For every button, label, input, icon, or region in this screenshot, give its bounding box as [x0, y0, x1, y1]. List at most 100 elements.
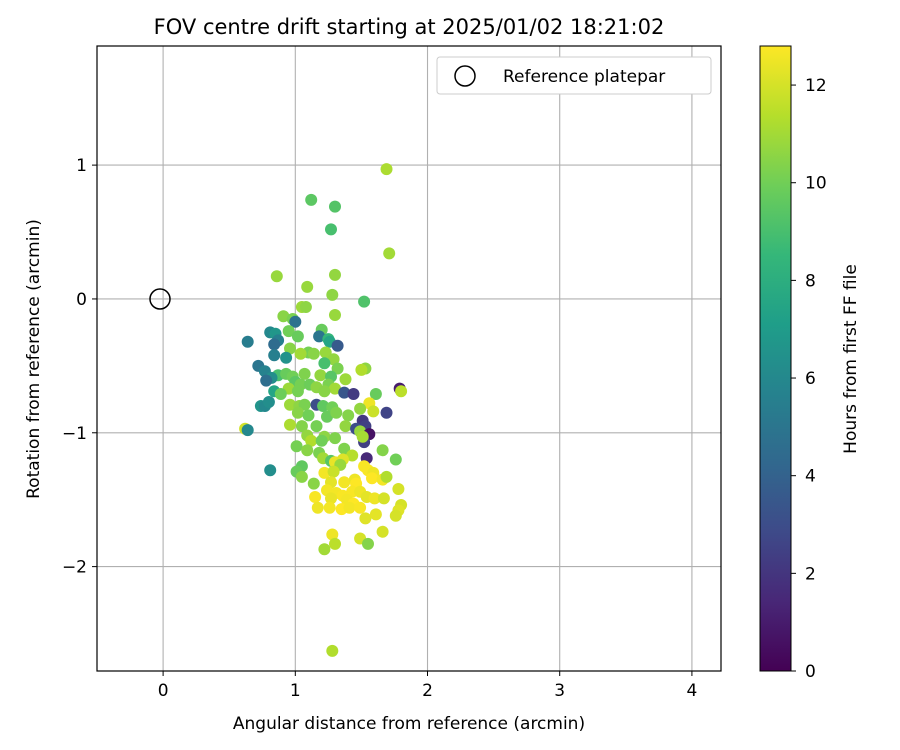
data-point	[326, 288, 339, 301]
data-point	[329, 432, 341, 445]
data-point	[284, 398, 296, 411]
data-point	[330, 406, 343, 419]
x-axis-label: Angular distance from reference (arcmin)	[233, 714, 585, 734]
data-point	[327, 465, 340, 478]
data-point	[268, 338, 281, 351]
data-point	[354, 501, 367, 514]
data-point	[327, 353, 340, 366]
data-point	[346, 449, 359, 462]
x-tick-label: 0	[158, 681, 169, 701]
data-point	[291, 406, 304, 419]
data-point	[302, 409, 315, 422]
data-point	[270, 270, 283, 283]
data-point	[326, 644, 339, 657]
data-point	[358, 295, 371, 308]
data-point	[290, 440, 303, 453]
colorbar-ticks: 0 2 4 6 8 10 12	[791, 76, 827, 682]
reference-platepar-marker	[149, 288, 171, 310]
y-tick-label: −1	[62, 424, 87, 444]
x-axis-ticks: 0 1 2 3 4	[158, 671, 698, 701]
data-point	[284, 342, 296, 355]
data-point	[389, 509, 402, 522]
legend-marker-icon	[454, 65, 476, 87]
data-point	[289, 315, 302, 328]
data-point	[282, 325, 295, 338]
data-point	[377, 492, 390, 505]
data-point	[301, 280, 314, 293]
data-point	[329, 537, 341, 550]
data-point	[355, 363, 368, 376]
y-tick-label: −2	[62, 558, 87, 578]
data-point	[264, 464, 277, 477]
data-point	[317, 400, 330, 412]
legend-box	[436, 56, 712, 95]
data-point	[347, 388, 360, 400]
data-point	[321, 410, 333, 423]
data-point	[369, 508, 382, 521]
data-point	[318, 357, 331, 370]
data-point	[368, 492, 381, 505]
data-point	[395, 385, 408, 398]
data-point	[318, 543, 331, 556]
y-axis-label: Rotation from reference (arcmin)	[24, 219, 44, 499]
data-point	[298, 398, 311, 411]
data-point	[367, 405, 380, 418]
data-point	[299, 301, 312, 313]
data-point	[342, 409, 355, 422]
data-point	[362, 537, 374, 550]
data-point	[369, 388, 382, 400]
y-tick-label: 1	[76, 156, 87, 176]
data-point	[295, 420, 308, 433]
data-point	[354, 402, 367, 415]
colorbar-tick-label: 4	[805, 467, 816, 487]
data-point	[313, 330, 326, 343]
data-point	[309, 491, 322, 503]
data-point	[339, 373, 352, 386]
data-point	[380, 470, 393, 483]
x-tick-label: 1	[290, 681, 301, 701]
data-point	[280, 351, 293, 364]
colorbar-gradient	[759, 45, 792, 672]
data-point	[305, 193, 318, 206]
data-point	[359, 512, 372, 525]
data-point	[307, 477, 320, 490]
colorbar-tick-label: 12	[805, 76, 827, 96]
colorbar-tick-label: 10	[805, 174, 827, 194]
data-point	[315, 434, 328, 447]
data-point	[329, 309, 341, 321]
data-point	[329, 382, 341, 395]
data-point	[301, 444, 314, 457]
data-point	[331, 362, 344, 375]
plot-frame	[96, 45, 722, 672]
data-point	[274, 388, 287, 400]
data-point	[277, 310, 290, 323]
y-tick-label: 0	[76, 290, 87, 310]
colorbar-tick-label: 6	[805, 369, 816, 389]
data-point	[314, 369, 327, 382]
data-point	[295, 470, 308, 483]
data-point	[268, 349, 281, 362]
data-point	[307, 347, 320, 360]
data-point	[305, 434, 318, 447]
data-point	[329, 200, 341, 213]
data-point	[291, 330, 304, 343]
data-point	[318, 385, 331, 398]
data-point	[241, 335, 254, 348]
data-point	[291, 385, 304, 398]
x-tick-label: 4	[687, 681, 698, 701]
data-point	[310, 420, 323, 433]
y-axis-ticks: −2 −1 0 1	[62, 156, 97, 578]
colorbar-tick-label: 8	[805, 271, 816, 291]
data-point	[331, 339, 344, 352]
colorbar: 0 2 4 6 8 10 12 Hours from first FF file	[759, 45, 861, 682]
chart-title: FOV centre drift starting at 2025/01/02 …	[154, 15, 665, 39]
data-point	[376, 525, 389, 538]
data-point	[319, 346, 332, 359]
data-point	[339, 420, 352, 433]
data-point	[262, 396, 275, 408]
data-point	[323, 501, 336, 514]
data-points	[239, 163, 408, 657]
data-point	[284, 418, 296, 431]
data-point	[298, 367, 311, 380]
